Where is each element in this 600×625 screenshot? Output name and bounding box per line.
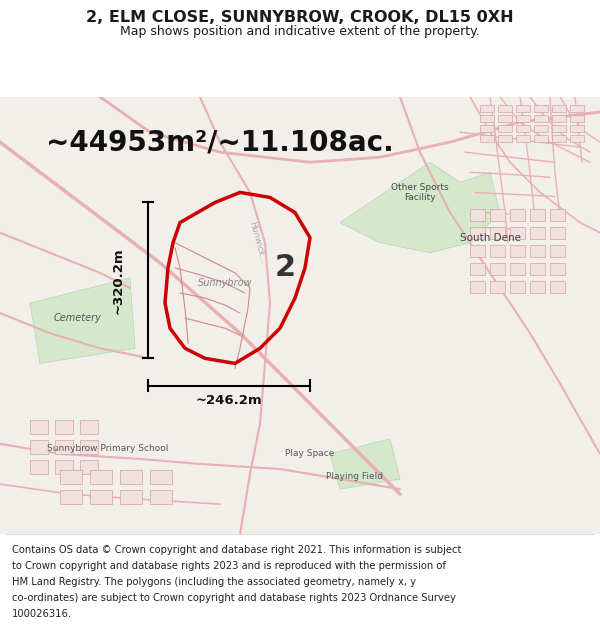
Polygon shape — [60, 470, 82, 484]
Polygon shape — [480, 115, 494, 122]
Polygon shape — [510, 209, 525, 221]
Polygon shape — [570, 105, 584, 112]
Polygon shape — [480, 135, 494, 142]
Polygon shape — [550, 281, 565, 293]
Text: Contains OS data © Crown copyright and database right 2021. This information is : Contains OS data © Crown copyright and d… — [12, 545, 461, 555]
Polygon shape — [90, 490, 112, 504]
Text: Sunnybrow: Sunnybrow — [197, 278, 253, 288]
Text: 2, ELM CLOSE, SUNNYBROW, CROOK, DL15 0XH: 2, ELM CLOSE, SUNNYBROW, CROOK, DL15 0XH — [86, 10, 514, 25]
Polygon shape — [90, 470, 112, 484]
Polygon shape — [150, 490, 172, 504]
Text: ~44953m²/~11.108ac.: ~44953m²/~11.108ac. — [46, 128, 394, 156]
Polygon shape — [470, 281, 485, 293]
Polygon shape — [490, 209, 505, 221]
Polygon shape — [498, 115, 512, 122]
Polygon shape — [80, 420, 98, 434]
Text: to Crown copyright and database rights 2023 and is reproduced with the permissio: to Crown copyright and database rights 2… — [12, 561, 446, 571]
Polygon shape — [534, 125, 548, 132]
Polygon shape — [510, 245, 525, 257]
Polygon shape — [470, 209, 485, 221]
Polygon shape — [498, 105, 512, 112]
Polygon shape — [552, 135, 566, 142]
Polygon shape — [120, 490, 142, 504]
Text: ~320.2m: ~320.2m — [112, 248, 125, 314]
Polygon shape — [510, 263, 525, 275]
Polygon shape — [550, 209, 565, 221]
Polygon shape — [80, 460, 98, 474]
Polygon shape — [30, 420, 48, 434]
Polygon shape — [570, 125, 584, 132]
Text: Map shows position and indicative extent of the property.: Map shows position and indicative extent… — [120, 26, 480, 39]
Polygon shape — [80, 440, 98, 454]
Polygon shape — [534, 105, 548, 112]
Polygon shape — [120, 470, 142, 484]
Polygon shape — [470, 227, 485, 239]
Polygon shape — [530, 263, 545, 275]
Text: Sunnybrow Primary School: Sunnybrow Primary School — [47, 444, 169, 453]
Polygon shape — [30, 278, 135, 363]
Text: ~246.2m: ~246.2m — [196, 394, 262, 407]
Polygon shape — [330, 439, 400, 489]
Polygon shape — [470, 263, 485, 275]
Polygon shape — [470, 245, 485, 257]
Polygon shape — [516, 125, 530, 132]
Polygon shape — [30, 460, 48, 474]
Polygon shape — [55, 420, 73, 434]
Polygon shape — [60, 490, 82, 504]
Polygon shape — [150, 470, 172, 484]
Polygon shape — [490, 227, 505, 239]
Polygon shape — [530, 281, 545, 293]
Polygon shape — [550, 227, 565, 239]
Polygon shape — [498, 125, 512, 132]
Text: 100026316.: 100026316. — [12, 609, 72, 619]
Polygon shape — [480, 125, 494, 132]
Polygon shape — [516, 115, 530, 122]
Text: Playing Field: Playing Field — [326, 471, 383, 481]
Polygon shape — [552, 105, 566, 112]
Polygon shape — [480, 105, 494, 112]
Polygon shape — [552, 115, 566, 122]
Polygon shape — [534, 115, 548, 122]
Polygon shape — [490, 245, 505, 257]
Text: Cemetery: Cemetery — [54, 313, 102, 323]
Polygon shape — [510, 227, 525, 239]
Text: South Dene: South Dene — [460, 232, 521, 242]
Text: Play Space: Play Space — [286, 449, 335, 458]
Polygon shape — [530, 227, 545, 239]
Polygon shape — [570, 135, 584, 142]
Polygon shape — [550, 245, 565, 257]
Text: co-ordinates) are subject to Crown copyright and database rights 2023 Ordnance S: co-ordinates) are subject to Crown copyr… — [12, 593, 456, 603]
Polygon shape — [55, 460, 73, 474]
Polygon shape — [516, 105, 530, 112]
Text: 2: 2 — [274, 253, 296, 282]
Text: HM Land Registry. The polygons (including the associated geometry, namely x, y: HM Land Registry. The polygons (includin… — [12, 577, 416, 587]
Text: Other Sports
Facility: Other Sports Facility — [391, 182, 449, 202]
Polygon shape — [534, 135, 548, 142]
Polygon shape — [490, 281, 505, 293]
Polygon shape — [530, 209, 545, 221]
Polygon shape — [498, 135, 512, 142]
Polygon shape — [55, 440, 73, 454]
Polygon shape — [550, 263, 565, 275]
Polygon shape — [510, 281, 525, 293]
Polygon shape — [552, 125, 566, 132]
Polygon shape — [490, 263, 505, 275]
Polygon shape — [340, 162, 500, 252]
Polygon shape — [570, 115, 584, 122]
Polygon shape — [530, 245, 545, 257]
Polygon shape — [516, 135, 530, 142]
Text: Hunwick...: Hunwick... — [247, 221, 267, 265]
Polygon shape — [30, 440, 48, 454]
